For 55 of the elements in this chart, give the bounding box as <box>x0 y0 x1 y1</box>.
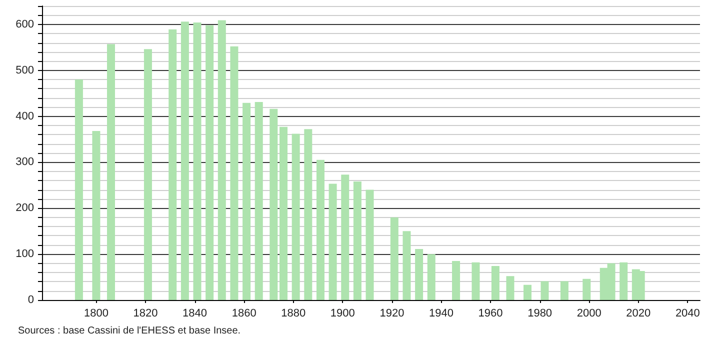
y-tick-label: 300 <box>16 156 34 168</box>
y-tick-label: 400 <box>16 110 34 122</box>
bar <box>270 108 278 300</box>
x-tick-label: 1980 <box>528 308 552 320</box>
x-tick-label: 1820 <box>133 308 158 320</box>
bar <box>292 134 300 300</box>
bar <box>366 190 374 300</box>
bar <box>452 260 460 300</box>
bar <box>506 276 514 300</box>
bar <box>427 254 436 300</box>
bar <box>402 231 411 300</box>
y-tick-label: 600 <box>16 18 34 30</box>
y-tick-label: 0 <box>28 294 34 306</box>
x-tick-label: 1880 <box>281 308 306 320</box>
bar <box>353 181 362 300</box>
bar <box>180 22 189 300</box>
bar <box>328 184 337 300</box>
x-tick-label: 2020 <box>626 308 651 320</box>
bar <box>92 130 100 300</box>
y-tick-label: 100 <box>16 248 34 260</box>
x-tick-label: 1840 <box>182 308 208 320</box>
bar <box>316 160 324 300</box>
bar <box>491 266 500 300</box>
x-tick-label: 1800 <box>84 308 108 320</box>
bar <box>472 262 480 300</box>
source-note: Sources : base Cassini de l'EHESS et base Insee. <box>18 326 241 336</box>
bar <box>540 281 549 300</box>
y-tick-label: 200 <box>16 202 34 214</box>
bar <box>304 129 312 300</box>
bar <box>230 46 238 300</box>
bar <box>341 174 350 300</box>
bar <box>415 249 424 300</box>
x-tick-label: 2040 <box>675 308 700 320</box>
bar <box>218 20 226 300</box>
bar <box>280 126 288 300</box>
x-tick-label: 1940 <box>428 308 454 320</box>
bar <box>74 80 83 300</box>
bar <box>144 49 152 300</box>
bar <box>254 102 263 300</box>
bar <box>242 102 251 300</box>
bar <box>206 25 214 300</box>
x-tick-label: 1920 <box>380 308 404 320</box>
bar <box>560 281 568 300</box>
bar <box>582 278 591 300</box>
x-tick-label: 1900 <box>330 308 355 320</box>
x-tick-label: 1860 <box>232 308 256 320</box>
bar <box>107 44 116 300</box>
bar <box>523 284 532 300</box>
bar <box>193 22 202 300</box>
bar <box>390 217 398 300</box>
y-tick-label: 500 <box>16 64 34 76</box>
bar <box>620 262 628 300</box>
x-tick-label: 2000 <box>576 308 602 320</box>
bar <box>168 29 177 300</box>
x-tick-label: 1960 <box>478 308 503 320</box>
